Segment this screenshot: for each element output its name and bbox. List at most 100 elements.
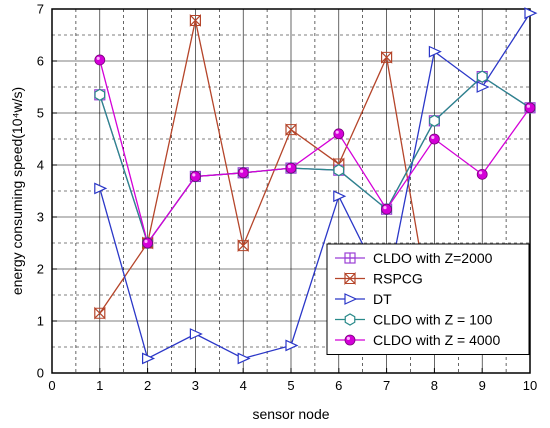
- data-point: [285, 123, 297, 137]
- x-tick-label: 3: [192, 378, 199, 393]
- data-point: [428, 45, 442, 58]
- marker: [524, 102, 536, 114]
- marker: [344, 313, 356, 326]
- data-point: [476, 168, 488, 180]
- data-point: [94, 54, 106, 66]
- marker: [476, 70, 488, 83]
- marker: [333, 164, 345, 177]
- marker: [381, 203, 393, 215]
- marker: [428, 133, 440, 145]
- marker: [344, 293, 358, 305]
- data-point: [524, 7, 538, 20]
- marker-bar: [381, 51, 392, 63]
- data-point: [285, 162, 297, 174]
- marker-highlight: [287, 164, 291, 169]
- legend-item: CLDO with Z = 4000: [335, 332, 500, 348]
- marker: [237, 352, 251, 365]
- marker: [429, 114, 440, 127]
- marker: [428, 45, 442, 58]
- marker-highlight: [479, 171, 483, 175]
- marker-bar: [238, 240, 249, 252]
- marker: [476, 81, 490, 93]
- marker: [142, 237, 154, 249]
- data-point: [142, 352, 156, 365]
- data-point: [381, 203, 393, 215]
- data-point: [428, 133, 440, 145]
- data-point: [476, 70, 488, 83]
- data-point: [524, 102, 536, 114]
- x-tick-label: 5: [287, 378, 294, 393]
- marker: [94, 54, 106, 66]
- x-tick-label: 4: [240, 378, 247, 393]
- x-tick-label: 1: [96, 378, 103, 393]
- data-point: [189, 13, 201, 27]
- marker: [94, 88, 106, 101]
- legend-label: DT: [373, 291, 392, 307]
- axis-ticks: 0 1 2 3 4 5 6 7 8 9 10 0 1 2 3 4 5 6 7: [37, 2, 537, 394]
- grid: [51, 8, 531, 374]
- data-point: [333, 128, 345, 140]
- data-point: [142, 237, 154, 249]
- legend-label: CLDO with Z = 4000: [373, 332, 500, 348]
- x-axis-title: sensor node: [252, 406, 329, 422]
- y-axis-title: energy consuming speed(10⁴w/s): [9, 87, 25, 295]
- data-point: [381, 50, 393, 64]
- marker: [333, 190, 347, 203]
- data-point: [237, 352, 251, 365]
- y-tick-label: 7: [37, 2, 44, 17]
- series-line: [99, 20, 436, 335]
- legend-item: RSPCG: [335, 271, 423, 287]
- y-tick-label: 4: [37, 158, 44, 173]
- data-point: [476, 81, 490, 93]
- marker-highlight: [96, 56, 100, 60]
- x-tick-label: 6: [335, 378, 342, 393]
- x-tick-label: 2: [144, 378, 151, 393]
- data-point: [189, 171, 201, 182]
- y-tick-label: 6: [37, 54, 44, 69]
- legend-item: DT: [335, 291, 392, 307]
- marker-highlight: [240, 169, 244, 173]
- x-tick-label: 7: [383, 378, 390, 393]
- data-point: [237, 167, 249, 179]
- x-tick-label: 0: [48, 378, 55, 393]
- marker: [94, 182, 108, 195]
- data-point: [94, 182, 108, 195]
- data-point: [94, 88, 106, 101]
- legend-item: CLDO with Z=2000: [335, 250, 493, 266]
- y-tick-label: 2: [37, 262, 44, 277]
- marker-highlight: [526, 104, 531, 108]
- legend: CLDO with Z=2000 RSPCG DT CLDO with Z = 100…: [326, 243, 530, 355]
- marker: [237, 167, 249, 179]
- marker-highlight: [144, 239, 148, 243]
- legend-label: RSPCG: [373, 271, 423, 287]
- marker: [344, 334, 356, 346]
- data-point: [237, 239, 249, 253]
- marker: [189, 171, 201, 182]
- data-point: [333, 190, 347, 203]
- marker: [524, 7, 538, 20]
- marker-highlight: [383, 206, 387, 210]
- marker-highlight: [431, 135, 435, 139]
- y-tick-label: 3: [37, 210, 44, 225]
- x-tick-label: 9: [479, 378, 486, 393]
- series-line: [99, 12, 531, 360]
- series-5: [94, 54, 536, 249]
- legend-label: CLDO with Z = 100: [373, 312, 493, 328]
- series-2: [94, 13, 440, 341]
- marker-bar: [190, 14, 201, 26]
- legend-label: CLDO with Z=2000: [373, 250, 493, 266]
- data-point: [189, 328, 203, 340]
- marker-bar: [286, 124, 296, 136]
- marker: [333, 128, 345, 140]
- y-tick-label: 0: [37, 366, 44, 381]
- data-point: [285, 339, 299, 352]
- marker-cross: [345, 253, 355, 263]
- x-tick-label: 10: [523, 378, 537, 393]
- marker-highlight: [192, 173, 196, 177]
- x-tick-label: 8: [431, 378, 438, 393]
- marker-highlight: [346, 336, 350, 340]
- data-point: [94, 306, 106, 320]
- data-point: [429, 114, 440, 127]
- marker: [189, 328, 203, 340]
